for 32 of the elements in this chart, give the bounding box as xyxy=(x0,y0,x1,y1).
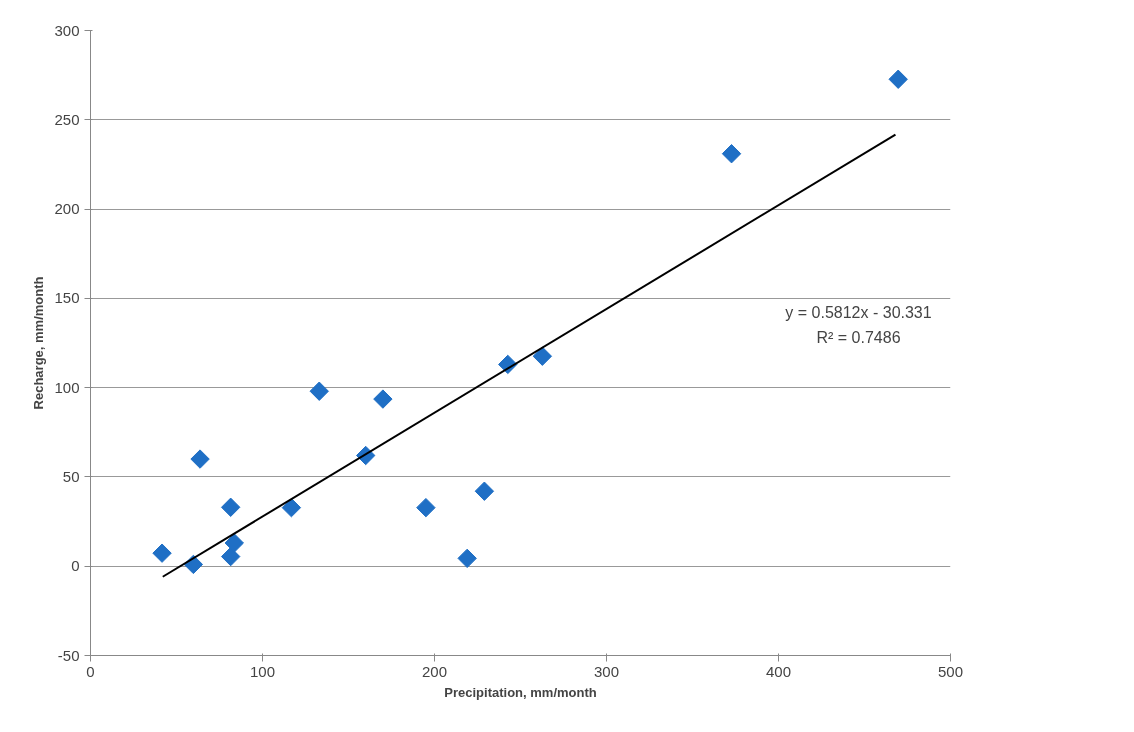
x-tick-label: 200 xyxy=(421,662,448,680)
x-tick-label: 300 xyxy=(593,662,620,680)
y-tick-label: 250 xyxy=(54,110,80,128)
y-tick-label: 0 xyxy=(71,557,80,575)
annotation: y = 0.5812x - 30.331 xyxy=(785,304,932,321)
x-tick-label: 500 xyxy=(937,662,964,680)
point xyxy=(281,497,302,518)
point xyxy=(474,481,495,501)
y-tick-label: 150 xyxy=(54,289,80,307)
y-tick-label: 300 xyxy=(54,21,80,39)
point xyxy=(373,389,393,409)
point xyxy=(721,144,742,164)
y-tick-label: 50 xyxy=(62,467,80,485)
y-tick-label: 100 xyxy=(54,378,80,396)
point xyxy=(888,69,908,89)
point xyxy=(416,497,436,518)
point xyxy=(309,381,329,401)
annotation: R² = 0.7486 xyxy=(816,329,901,346)
point xyxy=(220,546,241,567)
y-tick-label: 200 xyxy=(54,200,80,218)
y-tick-label: -50 xyxy=(57,646,80,664)
y-axis-title: Recharge, mm/month xyxy=(31,276,47,410)
point xyxy=(224,533,244,553)
point xyxy=(457,548,477,569)
x-tick-label: 0 xyxy=(86,662,95,680)
x-tick-label: 100 xyxy=(249,662,276,680)
x-axis-title: Precipitation, mm/month xyxy=(444,684,597,700)
point xyxy=(220,497,241,517)
point xyxy=(152,543,172,563)
point xyxy=(532,346,553,366)
x-tick-label: 400 xyxy=(765,662,792,680)
point xyxy=(190,449,210,469)
